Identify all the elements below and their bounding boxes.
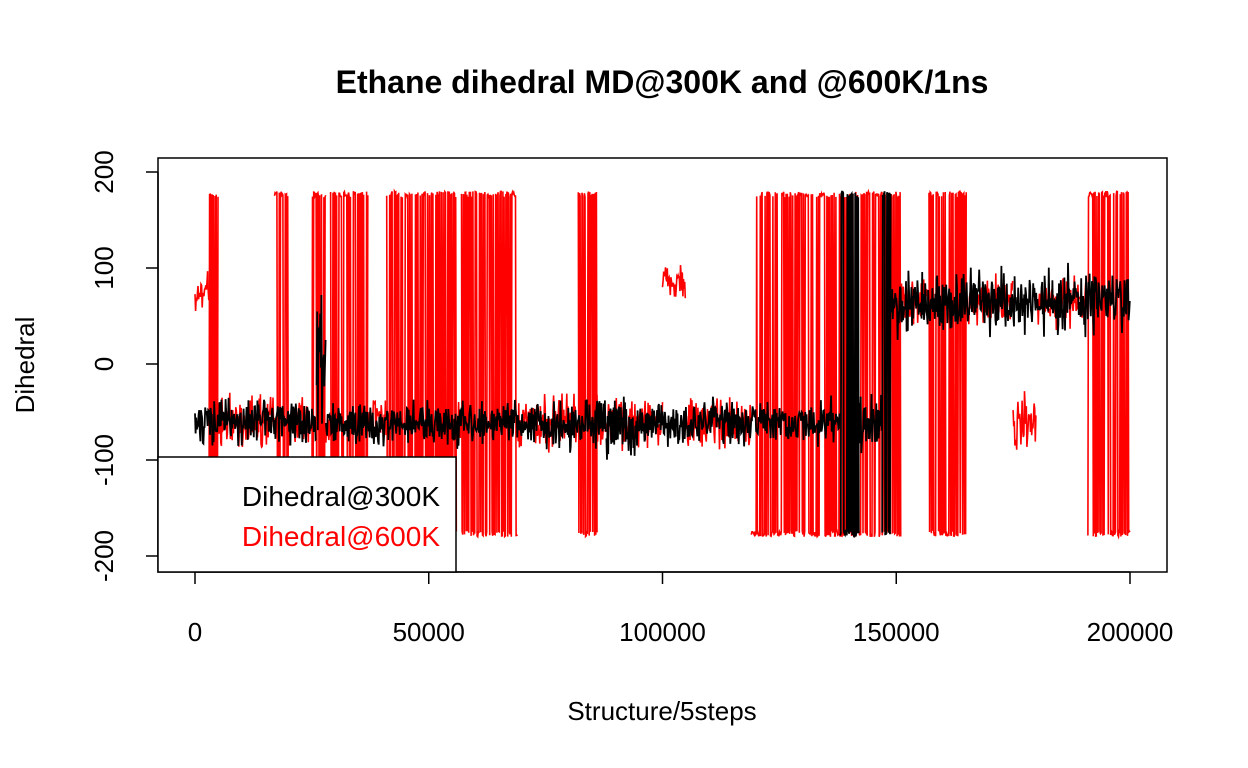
series-segment	[315, 294, 327, 431]
y-tick-label: -100	[89, 434, 119, 486]
y-axis: -200 -100 0 100 200	[89, 150, 159, 582]
series-segment	[638, 395, 841, 447]
series-segment	[329, 189, 369, 538]
series-segment	[577, 191, 598, 539]
y-tick-label: 100	[89, 246, 119, 289]
series-segment	[858, 393, 883, 454]
legend-box	[157, 456, 457, 573]
chart-title: Ethane dihedral MD@300K and @600K/1ns	[336, 64, 989, 100]
x-tick-label: 100000	[619, 617, 706, 647]
series-segment	[1012, 391, 1037, 450]
legend: Dihedral@300K Dihedral@600K	[157, 456, 457, 573]
x-axis-label: Structure/5steps	[567, 696, 756, 726]
y-tick-label: 200	[89, 150, 119, 193]
series-segment	[605, 396, 640, 460]
series-segment	[460, 189, 518, 539]
series-dihedral-300k	[194, 190, 1131, 538]
y-tick-label: -200	[89, 530, 119, 582]
series-segment	[839, 190, 860, 538]
series-segment	[325, 399, 607, 453]
series-segment	[1087, 190, 1131, 540]
legend-label-300k: Dihedral@300K	[242, 481, 440, 512]
x-tick-label: 50000	[393, 617, 465, 647]
y-tick-label: 0	[89, 357, 119, 371]
series-segment	[273, 191, 290, 537]
series-segment	[661, 265, 687, 299]
series-segment	[750, 190, 841, 539]
series-segment	[208, 193, 219, 536]
series-layer	[194, 188, 1131, 540]
x-tick-label: 150000	[853, 617, 940, 647]
series-segment	[194, 271, 210, 312]
legend-label-600k: Dihedral@600K	[242, 521, 440, 552]
series-segment	[890, 262, 1131, 341]
x-tick-label: 200000	[1087, 617, 1174, 647]
series-segment	[928, 189, 967, 538]
y-axis-label: Dihedral	[10, 317, 40, 414]
series-segment	[881, 191, 892, 536]
x-axis: 0 50000 100000 150000 200000	[188, 571, 1174, 647]
series-segment	[194, 397, 317, 446]
x-tick-label: 0	[188, 617, 202, 647]
